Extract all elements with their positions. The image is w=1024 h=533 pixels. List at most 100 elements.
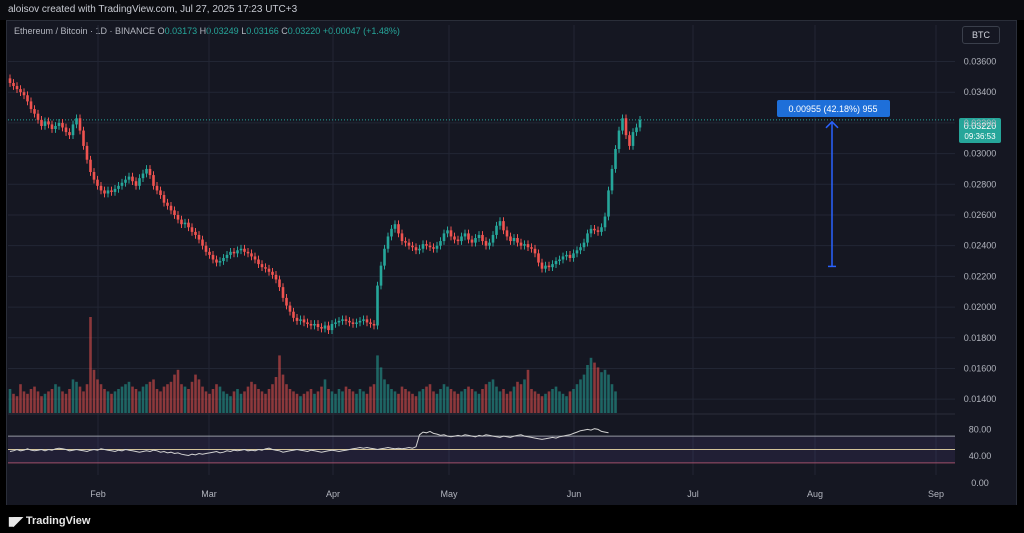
- volume-bar: [71, 379, 75, 413]
- price-tick-label: 0.02000: [964, 302, 997, 312]
- candle-body: [316, 323, 320, 328]
- volume-bar: [173, 374, 176, 413]
- volume-bar: [488, 381, 491, 413]
- price-tick-label: 0.02400: [964, 241, 997, 251]
- volume-bar: [537, 393, 540, 413]
- volume-bar: [306, 391, 309, 413]
- candle-body: [40, 119, 43, 126]
- candle-body: [600, 227, 603, 232]
- volume-bar: [267, 389, 271, 413]
- candle-body: [148, 168, 152, 176]
- candle-body: [320, 327, 323, 329]
- volume-bar: [607, 374, 610, 413]
- volume-bar: [159, 391, 162, 413]
- tradingview-brand[interactable]: ▮◤ TradingView: [8, 514, 90, 528]
- candle-body: [194, 231, 197, 235]
- candle-body: [138, 178, 141, 186]
- volume-bar: [218, 386, 222, 413]
- price-tick-label: 0.01600: [964, 363, 997, 373]
- candle-body: [547, 265, 551, 268]
- volume-bar: [400, 386, 404, 413]
- time-axis-ticks: Feb Mar Apr May Jun Jul Aug Sep: [90, 489, 944, 499]
- candle-body: [187, 222, 190, 228]
- candle-body: [334, 322, 337, 324]
- candle-body: [565, 254, 568, 257]
- candle-body: [68, 132, 71, 136]
- volume-bar: [530, 389, 533, 413]
- volume-bar: [120, 386, 124, 413]
- volume-bar: [253, 384, 257, 413]
- open-value: 0.03173: [164, 26, 198, 36]
- candle-body: [267, 268, 271, 272]
- candle-body: [89, 159, 92, 173]
- price-tick-label: 0.03000: [964, 149, 997, 159]
- volume-bar: [334, 393, 337, 413]
- volume-bar: [187, 389, 190, 413]
- volume-bar: [614, 391, 617, 413]
- high-label: H: [199, 26, 207, 36]
- volume-bar: [155, 389, 159, 413]
- candle-body: [169, 205, 173, 211]
- volume-bar: [295, 393, 299, 413]
- volume-bar: [355, 393, 358, 413]
- volume-bar: [512, 386, 516, 413]
- candle-body: [281, 287, 285, 298]
- volume-bar: [43, 393, 47, 413]
- volume-bar: [148, 381, 152, 413]
- volume-bar: [36, 391, 40, 413]
- volume-bar: [344, 386, 348, 413]
- candle-body: [537, 253, 540, 263]
- candle-body: [341, 319, 344, 321]
- price-tick-label: 0.02200: [964, 271, 997, 281]
- volume-bar: [544, 393, 547, 413]
- currency-badge[interactable]: BTC: [962, 26, 1000, 44]
- volume-bar: [596, 367, 600, 413]
- volume-bar: [456, 393, 460, 413]
- volume-bar: [414, 396, 418, 413]
- volume-bar: [316, 391, 320, 413]
- candle-body: [159, 190, 162, 196]
- volume-bar: [61, 391, 64, 413]
- candle-body: [176, 214, 180, 220]
- price-tick-label: 0.03400: [964, 87, 997, 97]
- time-tick-label: May: [440, 489, 458, 499]
- volume-bar: [323, 379, 327, 413]
- close-label: C: [281, 26, 288, 36]
- volume-bar: [491, 379, 495, 413]
- candle-body: [621, 118, 624, 131]
- measure-label: 0.00955 (42.18%) 955: [788, 104, 877, 114]
- candle-body: [271, 271, 274, 275]
- open-label: O: [157, 26, 165, 36]
- candle-body: [358, 320, 362, 323]
- volume-bar: [239, 393, 243, 413]
- candle-body: [197, 234, 201, 240]
- candle-body: [344, 319, 348, 321]
- volume-bar: [565, 396, 568, 413]
- volume-bar: [390, 389, 393, 413]
- volume-bar: [526, 369, 530, 413]
- candle-body: [302, 319, 306, 323]
- candle-body: [516, 238, 519, 243]
- volume-bar: [593, 362, 596, 413]
- volume-bar: [600, 372, 603, 413]
- candle-body: [222, 257, 225, 262]
- candle-body: [355, 322, 358, 324]
- candle-body: [260, 264, 264, 268]
- volume-bar: [449, 389, 453, 413]
- candle-body: [610, 168, 614, 191]
- volume-bar: [19, 384, 22, 413]
- price-tick-label: 0.02800: [964, 179, 997, 189]
- volume-bar: [197, 379, 201, 413]
- candle-body: [12, 82, 15, 87]
- volume-bar: [281, 374, 285, 413]
- candle-body: [540, 262, 544, 269]
- volume-bar: [110, 393, 113, 413]
- volume-bar: [127, 381, 131, 413]
- candle-body: [393, 224, 397, 229]
- candle-body: [446, 230, 449, 234]
- volume-bar: [309, 389, 313, 413]
- change-value: +0.00047 (+1.48%): [322, 26, 400, 36]
- volume-bar: [369, 386, 372, 413]
- volume-bar: [470, 389, 474, 413]
